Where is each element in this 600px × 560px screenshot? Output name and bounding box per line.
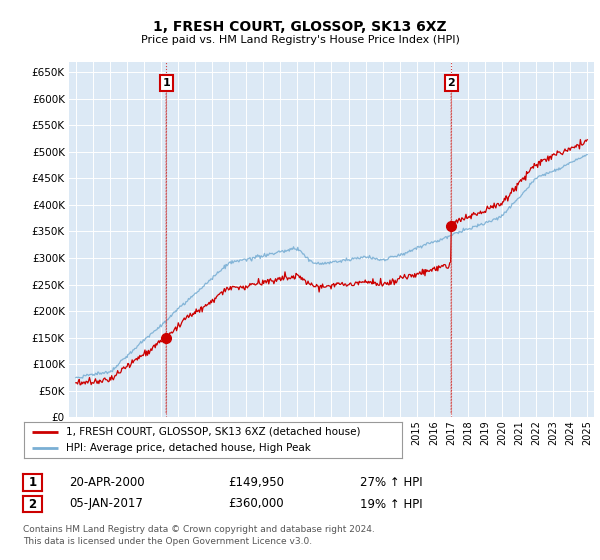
Text: 05-JAN-2017: 05-JAN-2017 <box>69 497 143 511</box>
Text: 1: 1 <box>162 78 170 88</box>
Text: Price paid vs. HM Land Registry's House Price Index (HPI): Price paid vs. HM Land Registry's House … <box>140 35 460 45</box>
Text: 2: 2 <box>28 497 37 511</box>
Text: 1: 1 <box>28 476 37 489</box>
Text: 27% ↑ HPI: 27% ↑ HPI <box>360 476 422 489</box>
Text: £360,000: £360,000 <box>228 497 284 511</box>
Text: £149,950: £149,950 <box>228 476 284 489</box>
Text: 1, FRESH COURT, GLOSSOP, SK13 6XZ: 1, FRESH COURT, GLOSSOP, SK13 6XZ <box>153 20 447 34</box>
Text: 20-APR-2000: 20-APR-2000 <box>69 476 145 489</box>
Text: 1, FRESH COURT, GLOSSOP, SK13 6XZ (detached house): 1, FRESH COURT, GLOSSOP, SK13 6XZ (detac… <box>65 427 360 437</box>
Text: 2: 2 <box>447 78 455 88</box>
Text: Contains HM Land Registry data © Crown copyright and database right 2024.
This d: Contains HM Land Registry data © Crown c… <box>23 525 374 546</box>
Text: 19% ↑ HPI: 19% ↑ HPI <box>360 497 422 511</box>
Text: HPI: Average price, detached house, High Peak: HPI: Average price, detached house, High… <box>65 443 310 453</box>
